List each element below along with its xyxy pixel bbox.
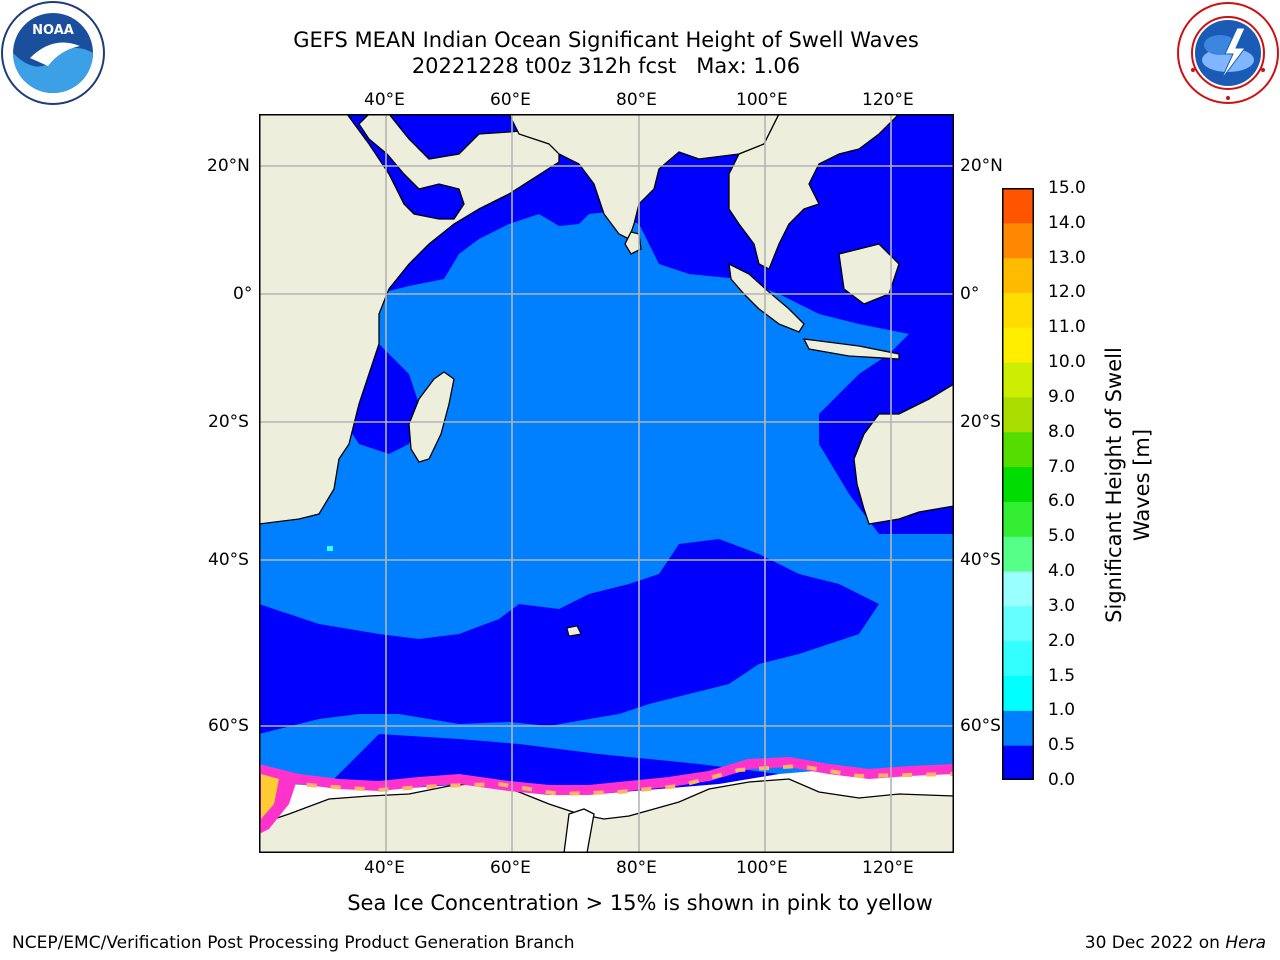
colorbar-tick-label: 2.0 (1048, 630, 1076, 651)
lat-label-right: 0° (960, 284, 980, 304)
land-kerguelen (566, 625, 582, 637)
colorbar-swatch (1002, 327, 1034, 363)
lat-label-left: 60°S (208, 716, 249, 736)
colorbar-swatch (1002, 605, 1034, 642)
colorbar-swatch (1002, 710, 1034, 746)
map-title: GEFS MEAN Indian Ocean Significant Heigh… (293, 28, 919, 52)
noaa-logo: NOAA (1, 1, 105, 105)
colorbar-tick-label: 1.0 (1048, 700, 1076, 721)
footer-branch: NCEP/EMC/Verification Post Processing Pr… (12, 933, 575, 953)
colorbar-swatch (1002, 501, 1034, 537)
colorbar-title: Significant Height of Swell Waves [m] (1102, 347, 1154, 623)
lat-label-left: 0° (233, 284, 253, 304)
nws-logo (1177, 2, 1279, 104)
colorbar-tick-label: 4.0 (1048, 561, 1076, 582)
sea-ice-band (259, 756, 954, 795)
colorbar-swatch (1002, 362, 1034, 398)
land-seasia (728, 114, 900, 270)
colorbar-tick-label: 14.0 (1048, 212, 1086, 233)
colorbar-swatch (1002, 571, 1034, 607)
colorbar-tick-label: 1.5 (1048, 665, 1076, 686)
colorbar-swatch (1002, 222, 1034, 259)
land-srilanka (624, 231, 642, 255)
colorbar-swatch (1002, 188, 1034, 224)
swell-1m-patch (327, 546, 333, 551)
land-madagascar (408, 371, 455, 463)
colorbar-swatch (1002, 640, 1034, 677)
colorbar-tick-label: 11.0 (1048, 317, 1086, 338)
footer-date: 30 Dec 2022 on Hera (1084, 933, 1266, 953)
colorbar-swatch (1002, 396, 1034, 433)
lon-label-top: 60°E (490, 90, 531, 110)
colorbar-tick-label: 15.0 (1048, 178, 1086, 198)
colorbar-swatch (1002, 745, 1034, 780)
lon-label-top: 120°E (862, 90, 914, 110)
graticule (259, 114, 954, 853)
colorbar-tick-label: 0.0 (1048, 770, 1076, 790)
lon-label-top: 100°E (736, 90, 788, 110)
land-australia (853, 383, 954, 525)
land-antarctica-inlet (563, 808, 595, 853)
colorbar-tick-label: 5.0 (1048, 526, 1076, 547)
lat-label-right: 20°N (960, 156, 1003, 176)
colorbar (1002, 188, 1034, 780)
lon-label-bottom: 120°E (862, 858, 914, 878)
sea-ice-note: Sea Ice Concentration > 15% is shown in … (347, 891, 933, 915)
lat-label-left: 20°N (207, 156, 250, 176)
lat-label-right: 40°S (960, 550, 1001, 570)
colorbar-tick-label: 3.0 (1048, 595, 1076, 616)
map-subtitle: 20221228 t00z 312h fcst Max: 1.06 (411, 54, 801, 78)
land-antarctica (259, 778, 954, 853)
sea-ice-west-yellow (261, 774, 279, 819)
colorbar-tick-label: 8.0 (1048, 421, 1076, 442)
lon-label-bottom: 60°E (490, 858, 531, 878)
colorbar-tick-label: 12.0 (1048, 282, 1086, 303)
lat-label-right: 20°S (960, 412, 1001, 432)
land-java (802, 338, 900, 360)
lon-label-top: 80°E (616, 90, 657, 110)
lat-label-left: 40°S (208, 550, 249, 570)
lat-label-left: 20°S (208, 412, 249, 432)
lon-label-bottom: 80°E (616, 858, 657, 878)
colorbar-tick-label: 0.5 (1048, 735, 1076, 756)
colorbar-swatch (1002, 675, 1034, 711)
colorbar-swatch (1002, 292, 1034, 328)
colorbar-tick-label: 10.0 (1048, 352, 1086, 373)
colorbar-swatch (1002, 431, 1034, 468)
map-panel (259, 114, 954, 853)
colorbar-tick-label: 13.0 (1048, 247, 1086, 268)
lon-label-top: 40°E (364, 90, 405, 110)
lat-label-right: 60°S (960, 716, 1001, 736)
colorbar-swatch (1002, 257, 1034, 293)
sea-ice-band-inner (259, 763, 954, 797)
svg-text:NOAA: NOAA (32, 23, 74, 38)
colorbar-tick-label: 7.0 (1048, 456, 1076, 477)
colorbar-swatch (1002, 466, 1034, 502)
colorbar-tick-label: 6.0 (1048, 491, 1076, 512)
lon-label-bottom: 100°E (736, 858, 788, 878)
colorbar-tick-label: 9.0 (1048, 386, 1076, 407)
land-sumatra (728, 262, 805, 333)
colorbar-swatch (1002, 536, 1034, 572)
lon-label-bottom: 40°E (364, 858, 405, 878)
